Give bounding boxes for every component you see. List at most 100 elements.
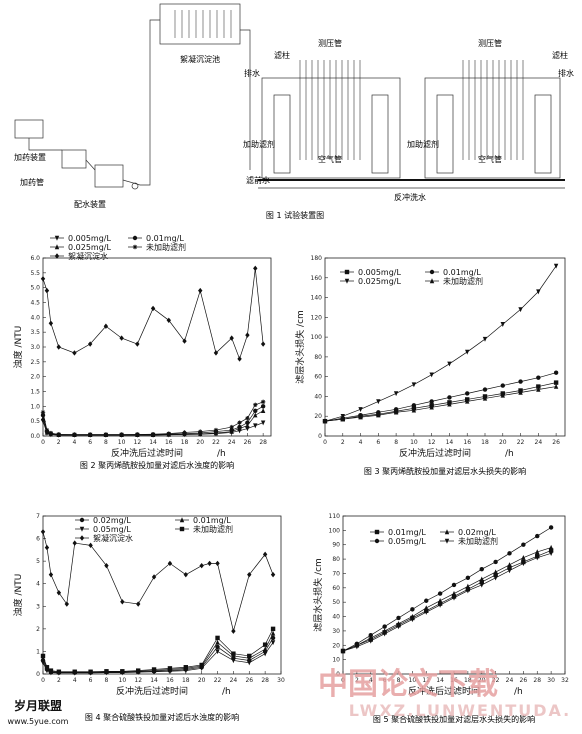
fig2-legend-label: 未加助滤剂: [146, 242, 186, 252]
fig5-xtick-label: 26: [520, 677, 528, 684]
fig5-series-3-point: [368, 638, 373, 644]
fig2-series-1-point: [229, 424, 234, 430]
label-aid-1: 加助滤剂: [243, 139, 275, 149]
fig5-xtick-label: 16: [450, 677, 458, 684]
fig4-legend-label: 0.01mg/L: [193, 516, 231, 525]
fig2-series-4-point: [198, 432, 203, 437]
site-logo: 岁月联盟: [14, 698, 62, 713]
fig2-series-4-point: [166, 432, 171, 438]
fig2-series-4-point: [150, 432, 156, 438]
label-filter-column-2: 滤柱: [552, 50, 568, 60]
fig2-series-0-point: [56, 344, 61, 350]
fig4-series-0-point: [40, 529, 46, 535]
fig3-series-3-point: [447, 401, 452, 407]
fig4-series-0-point: [199, 562, 204, 569]
fig2-legend-point: [54, 235, 60, 241]
fig4-xtick-label: 8: [105, 677, 109, 684]
fig3-series-1-point: [447, 395, 452, 400]
fig2-series-0-point: [87, 341, 93, 347]
fig5-series-0-point: [382, 624, 387, 629]
fig2-series-0-point: [237, 356, 242, 362]
fig4-legend-point: [179, 517, 185, 523]
fig4-series-4-point: [56, 670, 62, 676]
fig2-legend-point: [54, 253, 60, 259]
fig3-series-0-point: [376, 399, 381, 405]
fig1-caption: 图 1 试验装置图: [266, 210, 324, 220]
fig3-xunit: /h: [505, 449, 514, 459]
fig4-series-0-line: [42, 531, 274, 632]
fig3-xtick-label: 24: [535, 439, 543, 446]
fig4-series-0-point: [262, 551, 268, 558]
fig5-series-2-point: [507, 565, 512, 570]
fig3-series-3-point: [358, 414, 363, 420]
fig4-series-0-point: [183, 571, 188, 578]
fig3-legend-point: [429, 269, 435, 275]
fig5-series-3-point: [424, 610, 429, 615]
fig5-series-2-point: [479, 579, 484, 585]
fig4-series-0-point: [88, 542, 93, 549]
fig2-caption: 图 2 聚丙烯酰胺投加量对滤后水浊度的影响: [80, 460, 234, 470]
fig5-series-3-point: [382, 631, 387, 637]
fig3-series-3-point: [553, 383, 559, 389]
fig4-series-0-point: [120, 599, 125, 605]
fig3-series-3-point: [393, 409, 399, 415]
fig2-xtick-label: 4: [73, 439, 77, 446]
fig4-xlabel: 反冲洗后过滤时间: [116, 685, 188, 697]
fig4-series-4-point: [72, 670, 77, 676]
fig5-xtick-label: 18: [464, 677, 472, 684]
fig5-series-3-point: [354, 644, 360, 650]
fig2-series-1-point: [40, 410, 46, 415]
fig4-series-0-point: [215, 560, 220, 567]
fig5-series-1-point: [535, 549, 540, 555]
fig2-xtick-label: 28: [259, 439, 267, 446]
fig2-series-0-point: [135, 341, 140, 347]
fig2-series-0-point: [213, 350, 219, 356]
fig3-series-3-point: [482, 395, 488, 401]
fig4-series-0-point: [270, 571, 276, 578]
fig4-ytick-label: 7: [36, 513, 40, 520]
fig4-series-2-point: [215, 639, 220, 645]
fig3-xtick-label: 26: [552, 439, 560, 446]
feed-pipe: [140, 19, 160, 186]
fig3-xtick-label: 18: [481, 439, 489, 446]
dosing-line-2: [85, 159, 96, 171]
fig5-legend-point: [444, 529, 450, 535]
fig5-series-3-line: [342, 553, 552, 652]
fig5-xunit: /h: [514, 687, 523, 697]
fig4-series-4-point: [120, 670, 125, 676]
fig2-xtick-label: 6: [88, 439, 92, 446]
fig2-series-0-point: [166, 317, 171, 323]
fig2-xunit: /h: [217, 449, 226, 459]
fig5-chart: 0 2 4 6 8 10 12 14 16 18 20 22 24 26 28 30 3201020304050…: [312, 513, 569, 724]
fig3-ytick-label: 0: [318, 433, 322, 440]
fig5-xtick-label: 2: [355, 677, 359, 684]
fig3-ytick-label: 60: [314, 374, 322, 381]
fig3-ytick-label: 20: [314, 413, 322, 420]
fig3-ytick-label: 140: [311, 295, 323, 302]
label-drain-2: 排水: [558, 68, 574, 78]
fig2-ytick-label: 0.0: [30, 433, 40, 440]
fig5-xtick-label: 28: [533, 677, 541, 684]
fig3-series-3-point: [340, 416, 345, 422]
dosing-tank-2: [61, 149, 87, 169]
fig4-xtick-label: 30: [277, 677, 285, 684]
fig2-ylabel: 浊度 /NTU: [12, 326, 24, 369]
fig5-ytick-label: 20: [332, 642, 340, 649]
fig5-series-0-point: [368, 633, 373, 638]
fig3-series-3-point: [411, 407, 417, 413]
fig5-legend-point: [444, 538, 450, 544]
fig3-xtick-label: 12: [428, 439, 436, 446]
fig4-series-4-point: [270, 640, 276, 646]
fig2-series-0-point: [260, 341, 266, 347]
fig4-series-4-point: [88, 670, 93, 676]
fig5-legend-label: 0.02mg/L: [458, 528, 496, 537]
fig5-series-3-point: [521, 561, 526, 567]
fig3-series-1-line: [324, 372, 557, 422]
fig2-series-1-point: [253, 402, 258, 408]
label-pressure-tube-2: 测压管: [478, 38, 502, 48]
label-air-pipe-1: 空气管: [318, 154, 342, 164]
fig5-ytick-label: 60: [332, 585, 340, 592]
fig3-legend-label: 未加助滤剂: [443, 276, 483, 286]
fig5-series-0-point: [465, 575, 471, 580]
